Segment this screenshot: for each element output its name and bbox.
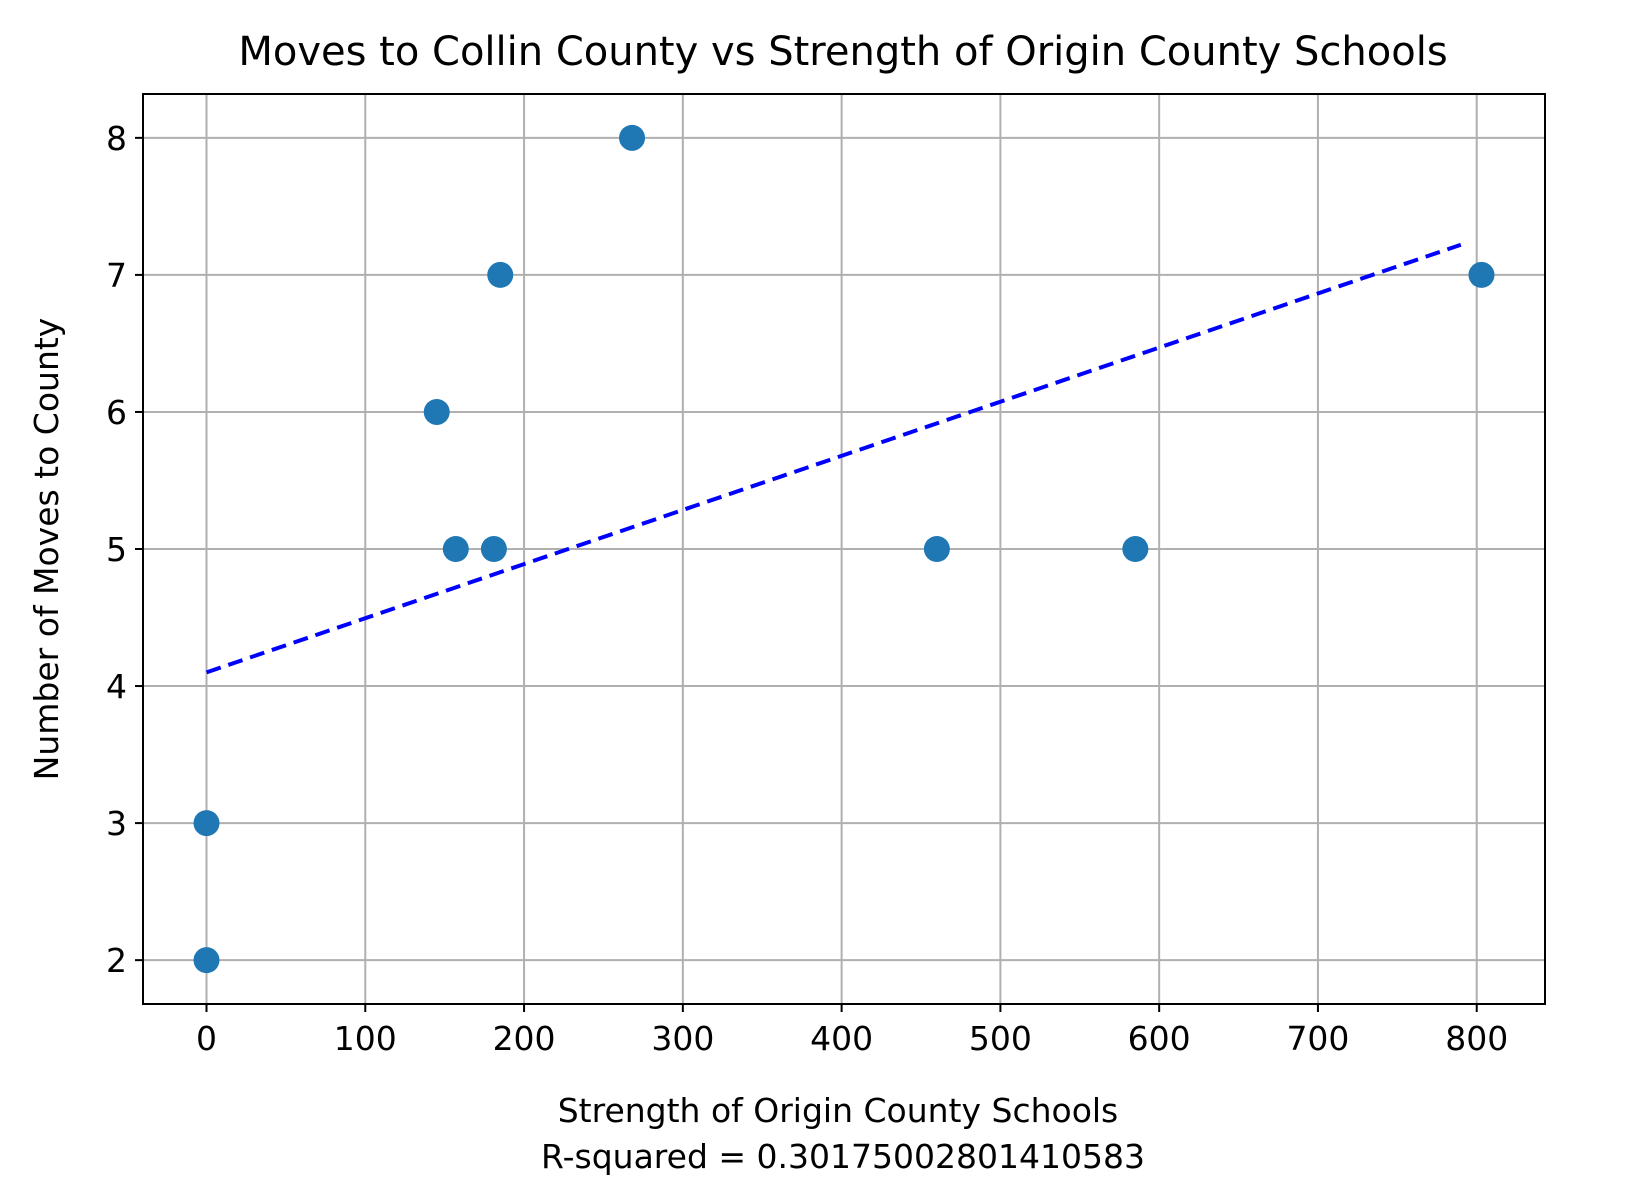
x-tick-label: 400 <box>810 1019 873 1058</box>
trendline-layer <box>205 242 1462 675</box>
y-axis-ticks: 2 3 4 5 6 7 8 <box>106 119 143 980</box>
data-point <box>480 536 507 562</box>
points-layer <box>193 124 1495 974</box>
y-tick-label: 2 <box>106 941 127 980</box>
x-tick-label: 500 <box>969 1019 1032 1058</box>
data-point <box>193 947 220 974</box>
x-tick-label: 600 <box>1128 1019 1191 1058</box>
data-point <box>1468 261 1495 288</box>
x-tick-label: 0 <box>196 1019 217 1058</box>
y-tick-label: 6 <box>106 393 127 432</box>
data-point <box>487 261 514 288</box>
y-tick-label: 3 <box>106 804 127 843</box>
x-tick-label: 800 <box>1445 1019 1508 1058</box>
data-point <box>923 536 950 562</box>
data-point <box>1122 536 1149 562</box>
x-tick-label: 100 <box>334 1019 397 1058</box>
r-squared-label: R-squared = 0.30175002801410583 <box>541 1137 1145 1176</box>
y-tick-label: 8 <box>106 119 127 158</box>
x-axis-ticks: 0 100 200 300 400 500 600 700 800 <box>196 1004 1508 1058</box>
y-axis-label: Number of Moves to County <box>27 318 66 781</box>
x-tick-label: 300 <box>651 1019 714 1058</box>
data-point <box>193 810 220 837</box>
y-tick-label: 5 <box>106 530 127 569</box>
data-point <box>442 536 469 562</box>
x-axis-label: Strength of Origin County Schools <box>558 1091 1119 1130</box>
chart-title: Moves to Collin County vs Strength of Or… <box>238 29 1447 75</box>
x-tick-label: 200 <box>493 1019 556 1058</box>
x-tick-label: 700 <box>1286 1019 1349 1058</box>
grid <box>143 94 1545 1004</box>
trend-line <box>205 242 1462 675</box>
y-tick-label: 4 <box>106 667 127 706</box>
y-tick-label: 7 <box>106 256 127 295</box>
data-point <box>619 124 646 151</box>
data-point <box>423 398 450 425</box>
